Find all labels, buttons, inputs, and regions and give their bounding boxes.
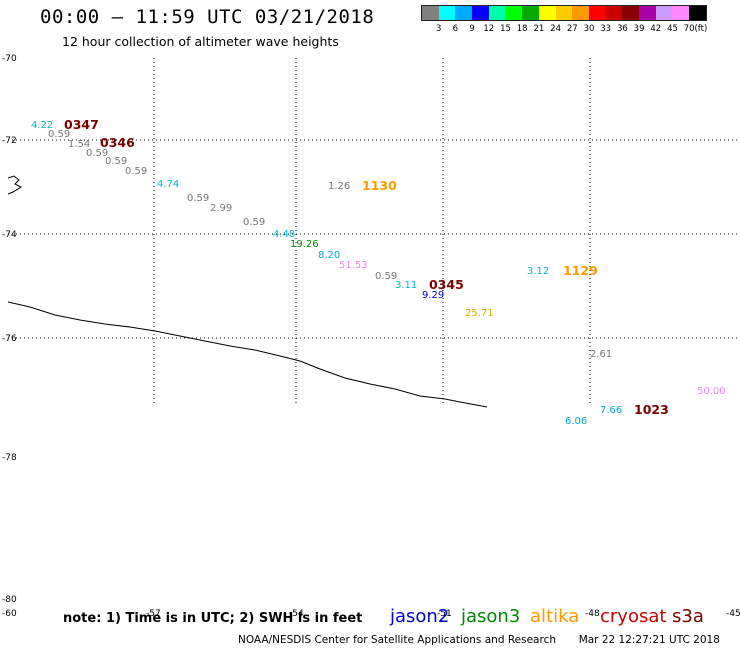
obs-label: 3.12 — [527, 266, 549, 277]
color-scale-label: 70 — [683, 24, 695, 34]
obs-label: 4.48 — [273, 229, 295, 240]
obs-label: 25.71 — [465, 308, 494, 319]
map-subtitle: 12 hour collection of altimeter wave hei… — [62, 34, 339, 49]
obs-label: 2.61 — [590, 349, 612, 360]
obs-label: 0346 — [100, 135, 135, 150]
color-swatch — [472, 6, 489, 20]
lon-label: -51 — [437, 609, 452, 619]
color-swatch — [538, 6, 556, 20]
credit-agency: NOAA/NESDIS Center for Satellite Applica… — [238, 634, 556, 646]
obs-label: 0.59 — [125, 166, 147, 177]
color-scale-label: 42 — [650, 24, 662, 34]
obs-label: 1130 — [362, 178, 397, 193]
wave-height-observations: 4.22 0347 0.59 1.54 0346 0.59 0.59 0.59 … — [31, 117, 726, 427]
color-scale-label: (ft) — [694, 24, 708, 34]
color-scale-label: 18 — [516, 24, 528, 34]
coastline-island — [7, 175, 23, 195]
obs-label: 7.66 — [600, 405, 622, 416]
obs-label: 0.59 — [187, 193, 209, 204]
obs-label: 51.53 — [339, 260, 368, 271]
color-swatch — [655, 6, 673, 20]
color-swatch — [672, 6, 689, 20]
color-swatch — [689, 6, 706, 20]
obs-label: 1023 — [634, 402, 669, 417]
obs-label: 2.99 — [210, 203, 232, 214]
color-swatch — [588, 6, 606, 20]
color-swatch — [422, 6, 439, 20]
color-scale-label: 24 — [550, 24, 562, 34]
color-swatch — [522, 6, 539, 20]
lat-label: -78 — [2, 453, 17, 463]
graticule — [8, 58, 740, 405]
lat-label: -80 — [2, 595, 17, 605]
coastline — [7, 301, 488, 408]
legend-jason2: jason2 — [390, 606, 450, 627]
obs-label: 4.22 — [31, 120, 53, 131]
color-swatch — [555, 6, 573, 20]
color-swatch — [488, 6, 506, 20]
lon-label: -54 — [289, 609, 304, 619]
footer-note: note: 1) Time is in UTC; 2) SWH is in fe… — [63, 611, 363, 626]
color-scale-label: 3 — [435, 24, 442, 34]
legend-altika: altika — [530, 606, 580, 627]
legend-jason3: jason3 — [461, 606, 521, 627]
color-swatch — [438, 6, 456, 20]
lat-label: -72 — [2, 136, 17, 146]
lon-label: -45 — [726, 609, 740, 619]
color-scale-swatches — [421, 5, 707, 21]
color-scale-labels: 3 6 9 12 15 18 21 24 27 30 33 36 39 42 45 70 (ft) — [421, 21, 707, 35]
map-title: 00:00 – 11:59 UTC 03/21/2018 — [40, 6, 375, 28]
obs-label: 0345 — [429, 277, 464, 292]
color-swatch — [622, 6, 639, 20]
obs-label: 50.00 — [697, 386, 726, 397]
color-swatch — [505, 6, 523, 20]
color-swatch — [455, 6, 473, 20]
obs-label: 1.54 — [68, 139, 90, 150]
obs-label: 6.06 — [565, 416, 587, 427]
obs-label: 0.59 — [48, 129, 70, 140]
lat-label: -76 — [2, 334, 17, 344]
obs-label: 3.11 — [395, 280, 417, 291]
color-scale-label: 27 — [566, 24, 578, 34]
wave-height-color-scale: 3 6 9 12 15 18 21 24 27 30 33 36 39 42 45 70 (ft) — [421, 5, 707, 35]
obs-label: 8.20 — [318, 250, 340, 261]
obs-label: 1129 — [563, 263, 598, 278]
color-swatch — [638, 6, 656, 20]
lon-label: -48 — [585, 609, 600, 619]
obs-label: 0.59 — [86, 148, 108, 159]
obs-label: 19.26 — [290, 239, 319, 250]
obs-label: 9.29 — [422, 290, 444, 301]
color-scale-label: 15 — [500, 24, 511, 34]
obs-label: 0.59 — [105, 156, 127, 167]
lon-label: -60 — [2, 609, 17, 619]
obs-label: 0.59 — [243, 217, 265, 228]
lon-label: -57 — [146, 609, 161, 619]
footer-credit: NOAA/NESDIS Center for Satellite Applica… — [238, 634, 720, 646]
color-scale-label: 45 — [667, 24, 678, 34]
obs-label: 1.26 — [328, 181, 350, 192]
color-swatch — [572, 6, 589, 20]
color-scale-label: 6 — [452, 24, 459, 34]
color-scale-label: 36 — [616, 24, 628, 34]
obs-label: 4.74 — [157, 179, 179, 190]
legend-s3a: s3a — [672, 606, 704, 627]
color-scale-label: 33 — [600, 24, 612, 34]
lat-label: -70 — [2, 54, 17, 64]
credit-timestamp: Mar 22 12:27:21 UTC 2018 — [578, 634, 720, 646]
color-scale-label: 30 — [583, 24, 595, 34]
obs-label: 0347 — [64, 117, 99, 132]
color-swatch — [605, 6, 623, 20]
color-scale-label: 12 — [483, 24, 495, 34]
legend-cryosat: cryosat — [600, 606, 667, 627]
color-scale-label: 39 — [633, 24, 645, 34]
color-scale-label: 9 — [469, 24, 475, 34]
obs-label: 0.59 — [375, 271, 397, 282]
lat-label: -74 — [2, 230, 17, 240]
color-scale-label: 21 — [533, 24, 545, 34]
